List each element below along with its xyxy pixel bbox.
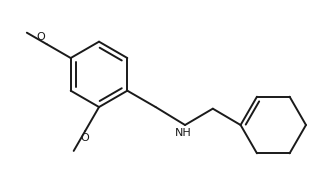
Text: O: O xyxy=(36,32,45,42)
Text: NH: NH xyxy=(175,128,192,138)
Text: O: O xyxy=(81,133,89,143)
